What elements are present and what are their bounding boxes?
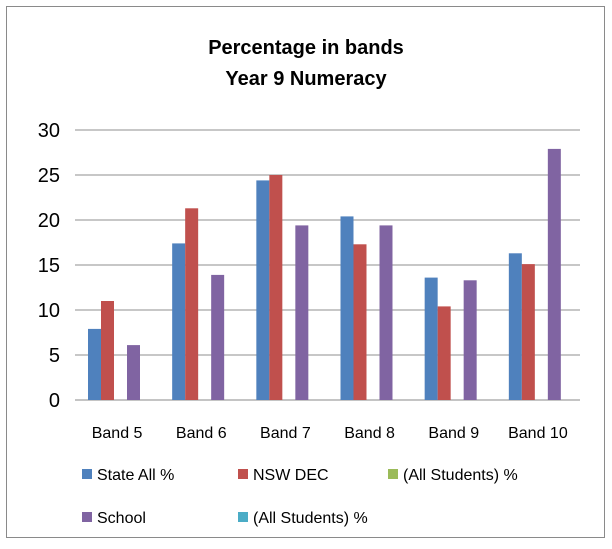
y-axis-ticks: 0 5 10 15 20 25 30 — [38, 120, 60, 412]
x-tick-label: Band 6 — [176, 425, 227, 442]
y-tick-label: 10 — [38, 300, 60, 322]
gridlines — [75, 129, 580, 401]
bar — [424, 277, 438, 400]
bar — [127, 345, 140, 400]
x-tick-label: Band 8 — [344, 425, 395, 442]
legend-swatch — [82, 469, 92, 479]
chart-title: Percentage in bands — [208, 37, 404, 59]
y-tick-label: 15 — [38, 255, 60, 277]
y-tick-label: 25 — [38, 165, 60, 187]
y-tick-label: 5 — [49, 345, 60, 367]
legend-label: (All Students) % — [253, 510, 368, 527]
bar — [508, 253, 522, 400]
legend-swatch — [238, 512, 248, 522]
bar — [172, 243, 186, 400]
bar — [547, 148, 561, 400]
legend-swatch — [238, 469, 248, 479]
legend-swatch — [82, 512, 92, 522]
legend: State All % NSW DEC (All Students) % School… — [82, 467, 518, 527]
bar — [379, 225, 393, 400]
bar — [185, 208, 199, 400]
x-tick-label: Band 9 — [428, 425, 479, 442]
bar — [295, 225, 309, 400]
chart-subtitle: Year 9 Numeracy — [225, 68, 387, 90]
x-tick-label: Band 5 — [92, 425, 143, 442]
bar — [353, 244, 367, 400]
bar — [521, 264, 535, 400]
bar — [340, 216, 354, 400]
bar — [211, 274, 225, 400]
legend-label: State All % — [97, 467, 174, 484]
bars — [88, 148, 561, 400]
x-tick-label: Band 7 — [260, 425, 311, 442]
legend-label: (All Students) % — [403, 467, 518, 484]
y-tick-label: 0 — [49, 390, 60, 412]
legend-label: School — [97, 510, 146, 527]
x-axis-ticks: Band 5 Band 6 Band 7 Band 8 Band 9 Band 10 — [92, 425, 568, 442]
bar — [88, 328, 101, 400]
bar — [269, 175, 283, 400]
bar — [256, 180, 270, 400]
y-tick-label: 20 — [38, 210, 60, 232]
legend-label: NSW DEC — [253, 467, 329, 484]
bar — [463, 280, 477, 400]
bar — [437, 306, 451, 400]
legend-swatch — [388, 469, 398, 479]
x-tick-label: Band 10 — [508, 425, 568, 442]
bar — [101, 301, 114, 400]
y-tick-label: 30 — [38, 120, 60, 142]
